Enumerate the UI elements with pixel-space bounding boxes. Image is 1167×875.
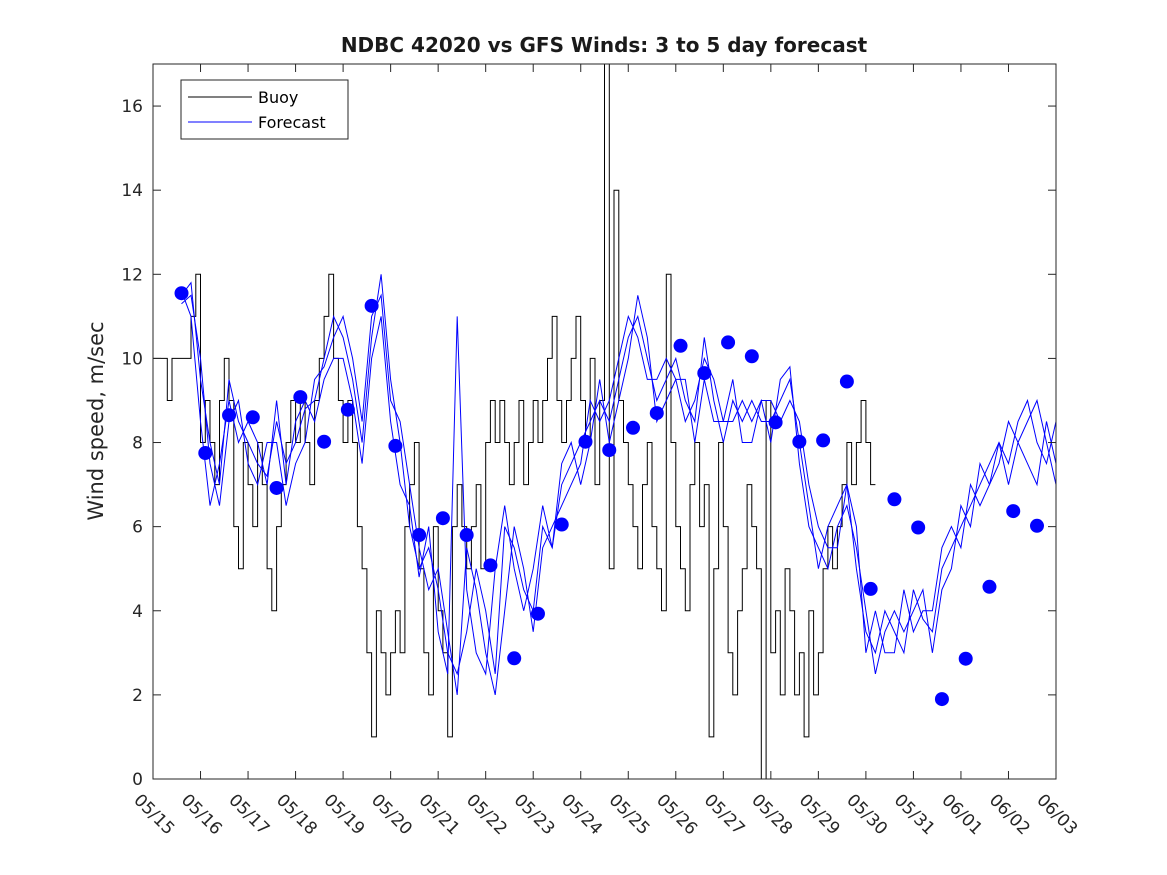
forecast-point xyxy=(245,410,260,425)
legend-label-forecast: Forecast xyxy=(258,113,326,132)
forecast-point xyxy=(269,480,284,495)
y-tick-label: 4 xyxy=(132,602,143,622)
y-axis-label: Wind speed, m/sec xyxy=(84,321,108,520)
legend-box xyxy=(180,79,349,140)
forecast-point xyxy=(554,517,569,532)
forecast-point xyxy=(792,434,807,449)
forecast-point xyxy=(982,579,997,594)
legend-label-buoy: Buoy xyxy=(258,88,298,107)
series-buoy-line xyxy=(153,64,876,779)
forecast-point xyxy=(459,528,474,543)
forecast-point xyxy=(721,335,736,350)
forecast-point xyxy=(340,402,355,417)
series-layer xyxy=(153,64,1056,779)
forecast-point xyxy=(602,443,617,458)
forecast-point xyxy=(816,433,831,448)
forecast-point xyxy=(507,651,522,666)
forecast-point xyxy=(626,420,641,435)
forecast-point xyxy=(1006,504,1021,519)
forecast-point xyxy=(388,438,403,453)
y-tick-label: 8 xyxy=(132,434,143,454)
forecast-point xyxy=(435,511,450,526)
forecast-point xyxy=(649,406,664,421)
forecast-point xyxy=(317,434,332,449)
forecast-point xyxy=(1029,518,1044,533)
forecast-point xyxy=(911,520,926,535)
forecast-point xyxy=(768,415,783,430)
forecast-point xyxy=(887,492,902,507)
forecast-point xyxy=(412,528,427,543)
forecast-point xyxy=(530,606,545,621)
chart-title: NDBC 42020 vs GFS Winds: 3 to 5 day fore… xyxy=(341,33,868,57)
y-axis: 0 2 4 6 8 10 12 14 16 xyxy=(121,97,1056,790)
forecast-point xyxy=(863,581,878,596)
forecast-point xyxy=(697,366,712,381)
legend: Buoy Forecast xyxy=(180,79,349,140)
forecast-point xyxy=(578,434,593,449)
plot-frame xyxy=(152,63,1057,780)
forecast-point xyxy=(364,298,379,313)
forecast-point xyxy=(293,390,308,405)
forecast-point xyxy=(839,374,854,389)
y-tick-label: 14 xyxy=(121,181,143,201)
forecast-point xyxy=(744,349,759,364)
forecast-point xyxy=(174,286,189,301)
forecast-point xyxy=(222,408,237,423)
y-tick-label: 10 xyxy=(121,349,143,369)
y-tick-label: 16 xyxy=(121,97,143,117)
forecast-point xyxy=(958,651,973,666)
series-forecast-line-1 xyxy=(181,274,1056,676)
y-tick-label: 2 xyxy=(132,686,143,706)
forecast-point xyxy=(673,338,688,353)
forecast-point xyxy=(198,446,213,461)
y-tick-label: 0 xyxy=(132,770,143,790)
forecast-point xyxy=(483,558,498,573)
y-tick-label: 6 xyxy=(132,518,143,538)
forecast-point xyxy=(934,692,949,707)
series-forecast-line-3 xyxy=(181,290,1056,676)
y-tick-label: 12 xyxy=(121,265,143,285)
